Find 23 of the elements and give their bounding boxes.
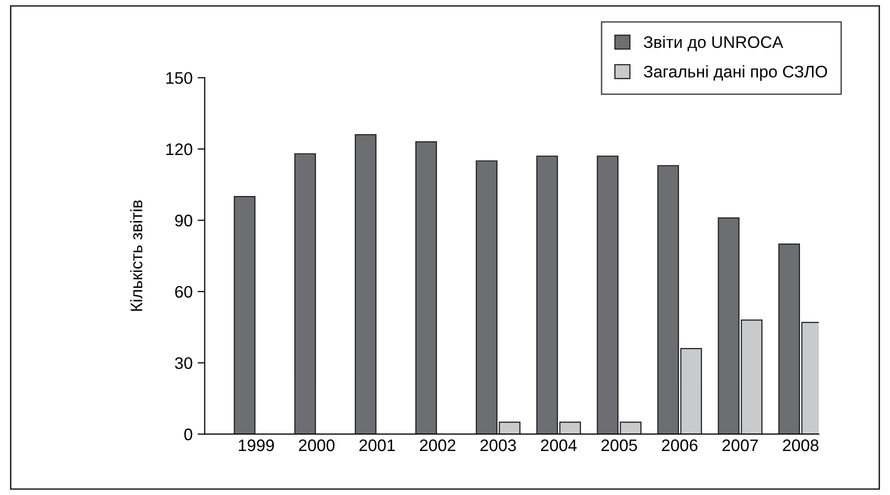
x-tick-label: 2006 [662, 439, 698, 452]
y-tick-label: 60 [175, 286, 192, 298]
y-tick-label: 120 [166, 143, 192, 156]
bar [294, 153, 316, 434]
x-tick-label: 1999 [238, 439, 274, 452]
bar [354, 134, 376, 434]
y-tick-label: 150 [166, 72, 192, 84]
legend-label: Загальні дані про СЗЛО [644, 65, 828, 81]
y-tick-label: 90 [175, 214, 192, 226]
x-tick-label: 2002 [420, 439, 456, 452]
bar [415, 141, 437, 434]
bar [234, 196, 256, 434]
legend-label: Звіти до UNROCA [644, 36, 784, 52]
x-tick-label: 2003 [480, 439, 516, 452]
x-tick-label: 2001 [359, 439, 395, 452]
x-tick-label: 2000 [298, 439, 335, 452]
x-tick-label: 2004 [540, 439, 577, 452]
y-axis-title: Кількість звітів [130, 200, 142, 311]
x-tick-label: 2008 [782, 439, 818, 452]
y-tick-label: 30 [174, 357, 192, 370]
x-tick-label: 2007 [722, 439, 758, 452]
x-tick-label: 2005 [601, 439, 637, 452]
y-tick-label: 0 [184, 428, 192, 440]
